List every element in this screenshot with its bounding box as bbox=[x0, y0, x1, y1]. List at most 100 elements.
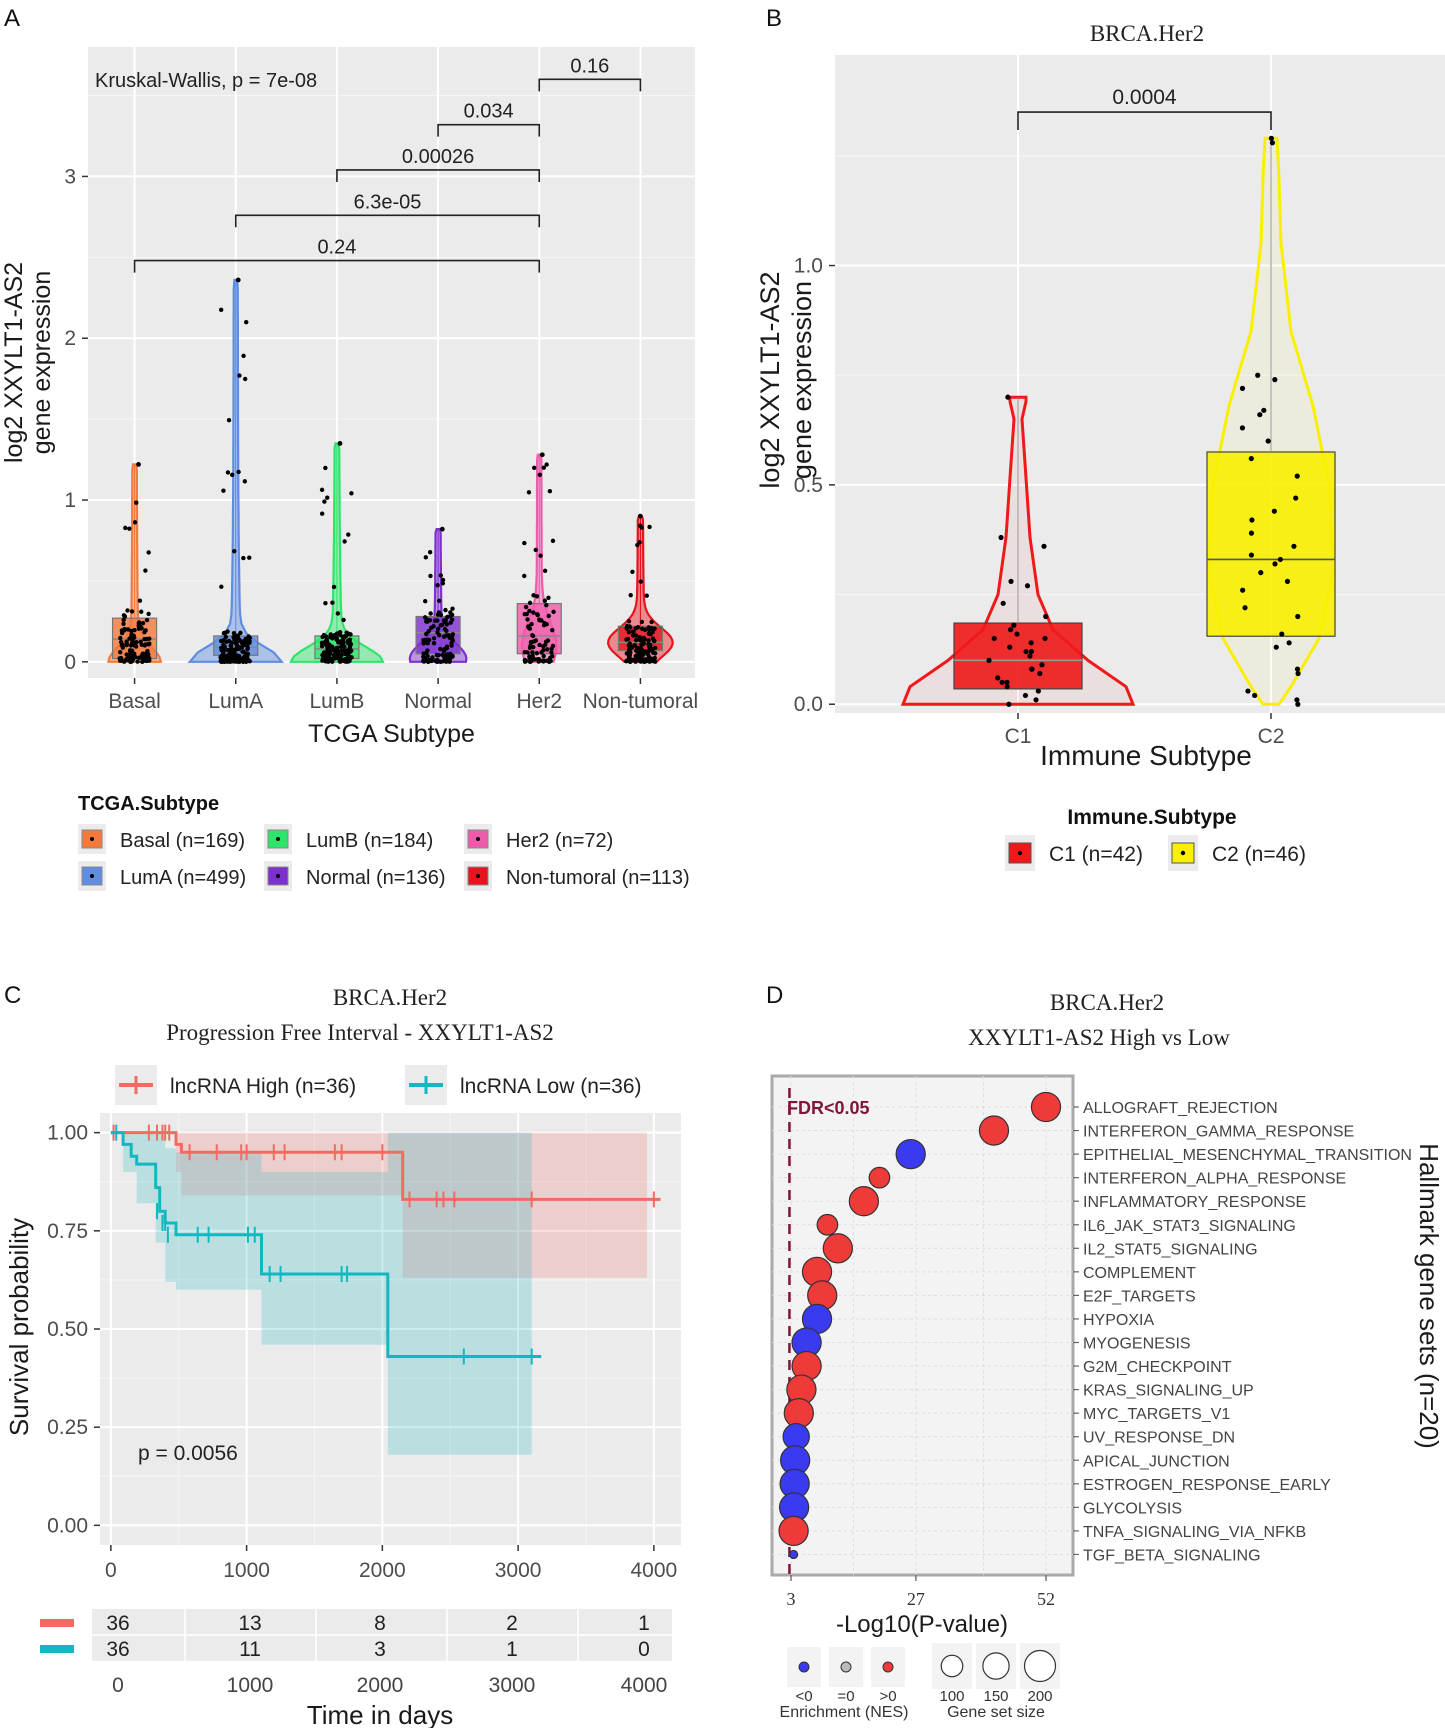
confidence-band-low bbox=[110, 1132, 532, 1455]
data-point bbox=[1035, 688, 1041, 694]
data-point bbox=[239, 640, 245, 646]
gene-set-label: G2M_CHECKPOINT bbox=[1083, 1359, 1232, 1376]
risk-count: 8 bbox=[374, 1612, 386, 1635]
data-point bbox=[146, 611, 151, 617]
legend-dot bbox=[276, 874, 280, 878]
data-point bbox=[118, 649, 123, 655]
survival-curve-high bbox=[110, 1131, 661, 1201]
data-point bbox=[444, 622, 450, 627]
data-point bbox=[1248, 455, 1254, 462]
data-point bbox=[449, 640, 454, 646]
chart-subtitle: Progression Free Interval - XXYLT1-AS2 bbox=[166, 1020, 554, 1045]
data-point bbox=[423, 599, 428, 604]
data-point bbox=[1252, 692, 1258, 699]
data-point bbox=[118, 639, 124, 645]
data-point bbox=[320, 634, 325, 640]
data-point bbox=[225, 647, 230, 653]
data-point bbox=[1239, 385, 1246, 391]
data-point bbox=[330, 600, 335, 605]
plot-background bbox=[88, 47, 695, 678]
y-tick-label: 0.25 bbox=[47, 1416, 88, 1439]
data-point bbox=[524, 611, 529, 617]
data-point bbox=[1024, 583, 1031, 589]
data-point bbox=[438, 623, 443, 628]
data-point bbox=[241, 555, 246, 561]
panel-d: FDR<0.05 ALLOGRAFT_REJECTION INTERFERON_GA… bbox=[770, 990, 1444, 1721]
data-point bbox=[1295, 670, 1301, 677]
data-point bbox=[341, 640, 346, 645]
data-point bbox=[140, 659, 145, 664]
data-point bbox=[247, 639, 252, 644]
data-point bbox=[1268, 135, 1274, 141]
data-point bbox=[421, 641, 426, 646]
x-tick-label: Basal bbox=[108, 690, 161, 713]
data-point bbox=[124, 641, 129, 646]
data-point bbox=[550, 643, 556, 649]
data-point bbox=[232, 549, 237, 554]
y-tick-label: 0 bbox=[64, 651, 76, 674]
data-point bbox=[229, 640, 234, 645]
data-point bbox=[119, 643, 125, 648]
data-point bbox=[1294, 697, 1300, 703]
data-point bbox=[424, 631, 429, 637]
y-axis-title: gene expression bbox=[28, 271, 56, 454]
data-point bbox=[218, 655, 224, 661]
data-point bbox=[225, 470, 231, 475]
data-point bbox=[638, 646, 644, 651]
data-point bbox=[443, 607, 448, 613]
data-point bbox=[320, 652, 325, 658]
data-point bbox=[324, 655, 329, 661]
legend-enrichment-label: <0 bbox=[795, 1688, 812, 1705]
data-point bbox=[235, 277, 241, 283]
x-tick-label: 27 bbox=[907, 1589, 925, 1609]
gene-set-label: COMPLEMENT bbox=[1083, 1265, 1196, 1282]
data-point bbox=[436, 598, 442, 604]
data-point bbox=[1033, 697, 1039, 703]
legend-size-label: 200 bbox=[1027, 1688, 1052, 1705]
legend-size-title: Gene set size bbox=[947, 1704, 1045, 1721]
x-tick-label: 52 bbox=[1037, 1589, 1055, 1609]
data-point bbox=[337, 659, 343, 664]
chart-title: BRCA.Her2 bbox=[1050, 990, 1164, 1015]
data-point bbox=[539, 452, 545, 458]
data-point bbox=[1006, 701, 1012, 707]
risk-count: 11 bbox=[239, 1638, 261, 1661]
data-point bbox=[233, 653, 239, 659]
data-point bbox=[631, 629, 636, 635]
x-axis-title: Immune Subtype bbox=[1040, 740, 1252, 771]
data-point bbox=[440, 581, 446, 586]
data-point bbox=[525, 617, 530, 622]
data-point bbox=[1005, 394, 1011, 400]
data-point bbox=[323, 465, 328, 471]
gene-set-label: GLYCOLYSIS bbox=[1083, 1500, 1182, 1517]
data-point bbox=[121, 617, 126, 623]
data-point bbox=[320, 658, 325, 663]
gene-set-bubble bbox=[1030, 1091, 1062, 1123]
data-point bbox=[651, 650, 656, 655]
y-tick-label: 1.00 bbox=[47, 1122, 88, 1145]
data-point bbox=[546, 613, 551, 619]
data-point bbox=[624, 637, 629, 642]
plot-background bbox=[835, 55, 1445, 713]
legend-enrichment-label: >0 bbox=[879, 1688, 896, 1705]
data-point bbox=[652, 626, 657, 631]
data-point bbox=[125, 608, 130, 613]
data-point bbox=[633, 659, 638, 664]
legend-enrichment-title: Enrichment (NES) bbox=[780, 1704, 909, 1721]
data-point bbox=[442, 655, 447, 660]
data-point bbox=[129, 632, 134, 638]
data-point bbox=[444, 628, 449, 633]
panel-b: 0.0 0.5 1.0 C1 C2 0.0004 BRCA.Her2 Immune Subty… bbox=[755, 21, 1445, 871]
data-point bbox=[1272, 561, 1278, 567]
data-point bbox=[628, 592, 633, 598]
data-point bbox=[523, 658, 529, 663]
data-point bbox=[1011, 622, 1017, 628]
data-point bbox=[527, 608, 532, 614]
data-point bbox=[240, 649, 245, 654]
x-tick-label: LumB bbox=[309, 690, 364, 713]
data-point bbox=[630, 633, 636, 638]
legend-dot bbox=[476, 837, 480, 841]
data-point bbox=[1257, 412, 1263, 418]
data-point bbox=[538, 553, 543, 558]
data-point bbox=[242, 376, 248, 382]
